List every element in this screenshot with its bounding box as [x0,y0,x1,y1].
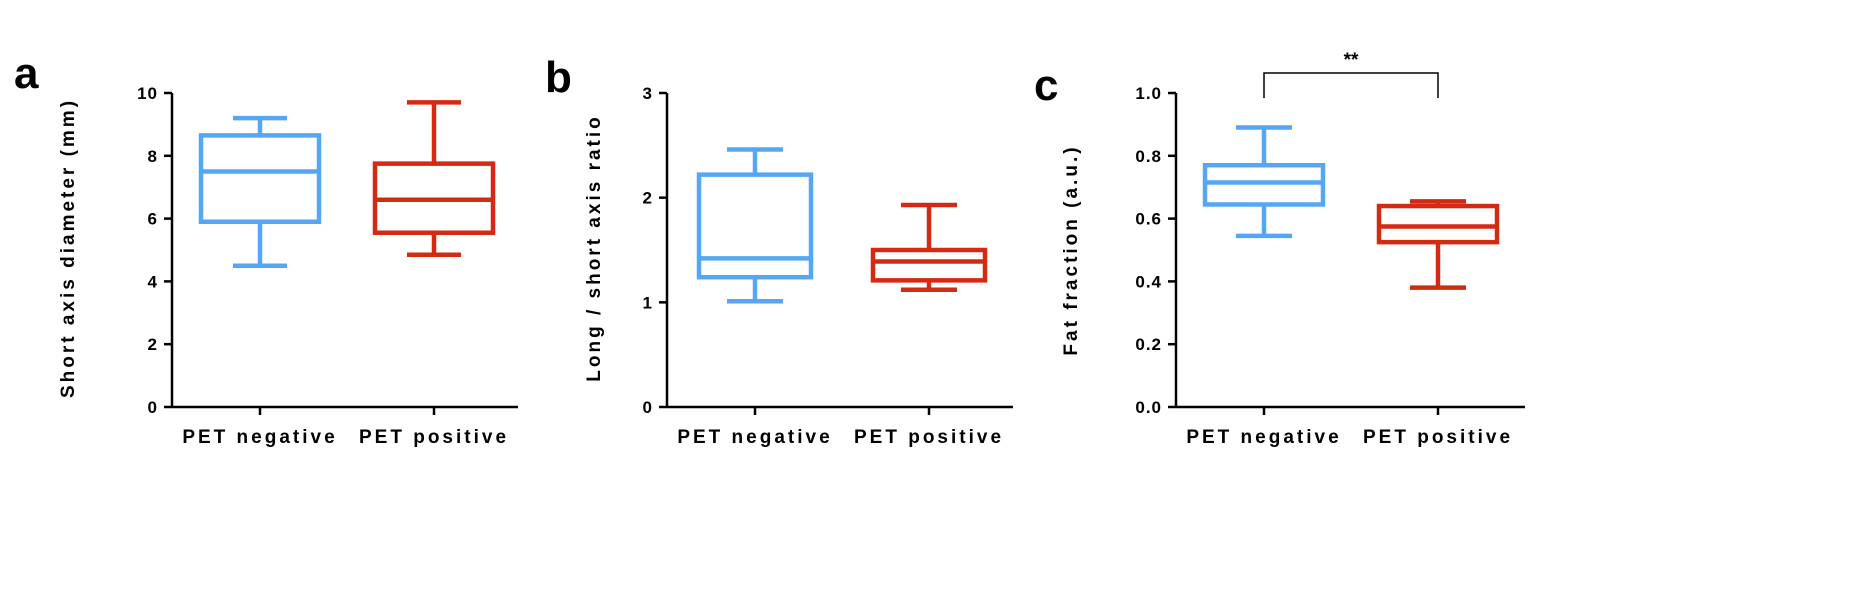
box-plot-pet-positive [1376,199,1500,290]
y-tick-label: 2 [148,335,158,354]
y-tick-label: 1 [643,293,653,312]
axis-lines [1174,93,1525,409]
significance-label: ** [1344,50,1359,71]
box-plot-pet-negative [696,147,814,304]
x-category-label: PET negative [182,427,337,448]
box-plot-pet-positive [870,202,988,293]
y-tick-label: 0.2 [1135,335,1162,354]
y-tick-label: 10 [137,84,158,103]
y-tick-label: 2 [643,189,653,208]
y-tick-label: 3 [643,84,653,103]
y-tick-label: 0.8 [1135,147,1162,166]
axis-lines [665,93,1013,409]
box-plots [696,147,988,304]
y-axis-ticks [659,91,931,415]
y-tick-label: 0 [148,398,158,417]
box-iqr [1202,162,1326,207]
y-axis-tick-labels: 0 1 2 3 [643,84,653,417]
x-category-label: PET positive [854,427,1004,448]
x-category-label: PET negative [1186,427,1341,448]
box-plots [198,100,496,268]
box-iqr [1376,203,1500,245]
box-iqr [198,133,322,224]
y-tick-label: 6 [148,210,158,229]
panel-letter-c: c [1034,61,1058,110]
y-axis-title: Long / short axis ratio [584,114,605,381]
y-tick-label: 0.4 [1135,272,1162,291]
x-category-label: PET negative [677,427,832,448]
box-plots [1202,125,1500,290]
box-iqr [696,172,814,280]
y-axis-title: Short axis diameter (mm) [58,98,79,398]
y-tick-label: 4 [148,272,158,291]
y-tick-label: 1.0 [1135,84,1162,103]
y-tick-label: 0.6 [1135,210,1162,229]
x-category-label: PET positive [1363,427,1513,448]
y-axis-tick-labels: 0 2 4 6 8 10 [137,84,158,417]
significance-bracket-line [1263,72,1439,98]
y-axis-ticks [1168,91,1440,415]
panel-a: a Short axis diameter (mm) 0 2 4 6 8 10 PET n… [14,49,518,448]
y-tick-label: 8 [148,147,158,166]
y-axis-tick-labels: 0.0 0.2 0.4 0.6 0.8 1.0 [1135,84,1162,417]
y-axis-ticks [164,91,436,415]
significance-bracket [1263,72,1439,98]
panel-b: b Long / short axis ratio 0 1 2 3 PET negat… [545,53,1013,448]
axis-lines [170,93,518,409]
panel-c: c Fat fraction (a.u.) 0.0 0.2 0.4 0.6 0.8 1.0… [1034,50,1525,448]
y-axis-title: Fat fraction (a.u.) [1061,144,1082,355]
box-plot-pet-positive [372,100,496,257]
box-plot-pet-negative [198,115,322,268]
panel-letter-b: b [545,53,572,102]
y-tick-label: 0.0 [1135,398,1162,417]
panel-letter-a: a [14,49,39,98]
x-category-label: PET positive [359,427,509,448]
y-tick-label: 0 [643,398,653,417]
box-iqr [870,247,988,283]
box-plot-pet-negative [1202,125,1326,239]
